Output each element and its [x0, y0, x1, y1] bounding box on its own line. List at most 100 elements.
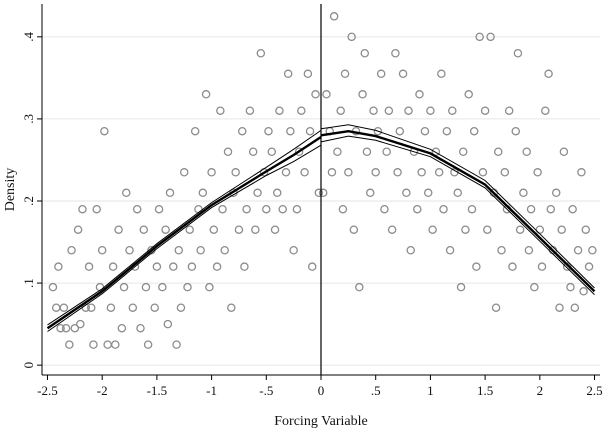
bin-point-18 — [97, 245, 107, 255]
bin-point-179 — [541, 106, 550, 115]
bin-point-154 — [472, 262, 481, 271]
bin-point-175 — [530, 282, 539, 292]
bin-point-105 — [338, 204, 348, 214]
bin-point-141 — [437, 69, 446, 79]
bin-point-96 — [311, 90, 320, 99]
bin-point-75 — [253, 188, 262, 198]
bin-point-28 — [125, 245, 134, 255]
bin-point-135 — [420, 126, 430, 136]
bin-point-24 — [114, 225, 123, 234]
bin-point-134 — [417, 168, 426, 177]
y-axis-ticks: 0 .1 .2 .3 .4 — [21, 31, 42, 368]
bin-point-86 — [283, 69, 293, 79]
x-tick-label-10: 2.5 — [586, 383, 602, 398]
bin-point-140 — [434, 168, 444, 177]
bin-point-148 — [456, 282, 466, 292]
bin-point-64 — [223, 147, 233, 156]
fit-lines — [46, 124, 596, 332]
bin-point-151 — [464, 90, 473, 99]
bin-point-35 — [143, 340, 153, 349]
bin-point-119 — [376, 69, 386, 79]
x-tick-label-8: 1.5 — [477, 383, 493, 398]
bin-point-40 — [158, 282, 167, 292]
bin-point-42 — [163, 319, 173, 329]
x-tick-label-5: 0 — [318, 383, 325, 398]
bin-point-192 — [577, 168, 586, 177]
bin-point-88 — [289, 245, 298, 255]
bin-point-178 — [537, 262, 547, 271]
bin-point-10 — [76, 319, 85, 329]
x-tick-label-3: -1 — [206, 383, 217, 398]
bin-point-59 — [209, 225, 219, 234]
y-tick-label-3: .3 — [21, 114, 36, 124]
bin-point-176 — [533, 168, 542, 177]
bin-point-115 — [365, 188, 375, 198]
fit-right-ci-high — [320, 124, 595, 289]
bin-point-50 — [185, 225, 194, 234]
bin-point-130 — [406, 245, 415, 255]
bin-point-4 — [59, 303, 69, 312]
bin-point-122 — [384, 106, 394, 115]
bin-point-108 — [347, 32, 356, 42]
bin-point-26 — [119, 282, 129, 292]
bin-point-123 — [387, 225, 397, 234]
bin-point-69 — [237, 126, 247, 136]
bin-point-25 — [117, 323, 127, 333]
bin-point-162 — [493, 147, 503, 156]
bin-point-54 — [196, 245, 205, 255]
fit-right-line — [320, 129, 596, 293]
bin-point-166 — [504, 106, 514, 115]
fit-left-ci-high — [47, 129, 322, 326]
bin-point-159 — [486, 32, 495, 42]
bin-point-127 — [398, 69, 408, 79]
bin-point-84 — [278, 204, 287, 214]
bin-point-60 — [212, 262, 222, 271]
bin-point-73 — [248, 147, 258, 156]
bin-point-20 — [103, 340, 112, 349]
bin-point-194 — [581, 225, 591, 234]
bin-point-76 — [256, 48, 266, 58]
bin-point-63 — [220, 245, 229, 255]
bin-point-62 — [218, 204, 227, 214]
bin-point-107 — [344, 168, 353, 177]
bin-point-181 — [546, 204, 556, 214]
bin-point-55 — [198, 188, 208, 198]
bin-point-136 — [423, 188, 433, 198]
y-tick-label-1: .1 — [21, 278, 36, 288]
bin-point-29 — [128, 303, 138, 312]
bin-point-98 — [318, 188, 328, 198]
bin-point-67 — [231, 168, 240, 177]
bin-point-155 — [475, 32, 484, 42]
bin-point-2 — [54, 262, 63, 271]
bin-point-41 — [161, 225, 170, 234]
bin-point-9 — [73, 225, 83, 234]
bin-point-82 — [272, 188, 282, 198]
bin-point-189 — [568, 204, 577, 214]
bin-point-172 — [522, 147, 531, 156]
bin-point-144 — [445, 245, 455, 255]
bin-point-45 — [172, 340, 181, 349]
bin-point-19 — [100, 126, 109, 136]
bin-point-56 — [201, 90, 211, 99]
bin-point-167 — [508, 262, 517, 271]
bin-point-91 — [297, 106, 306, 115]
bin-point-37 — [150, 303, 159, 312]
bin-point-164 — [500, 168, 510, 177]
bin-point-94 — [305, 126, 315, 136]
bin-point-101 — [327, 168, 337, 177]
x-tick-label-4: -.5 — [259, 383, 273, 398]
bin-point-174 — [526, 204, 536, 214]
bin-point-57 — [205, 282, 214, 292]
bin-point-120 — [380, 204, 389, 214]
bin-point-44 — [169, 262, 178, 271]
bin-point-169 — [513, 48, 523, 58]
y-axis-title: Density — [3, 168, 18, 212]
bin-point-71 — [242, 204, 251, 214]
x-tick-label-0: -2.5 — [37, 383, 58, 398]
bin-point-121 — [382, 147, 391, 156]
bin-point-188 — [566, 282, 575, 292]
x-tick-label-7: 1 — [427, 383, 434, 398]
bin-point-186 — [559, 147, 569, 156]
y-tick-label-0: 0 — [21, 362, 36, 369]
